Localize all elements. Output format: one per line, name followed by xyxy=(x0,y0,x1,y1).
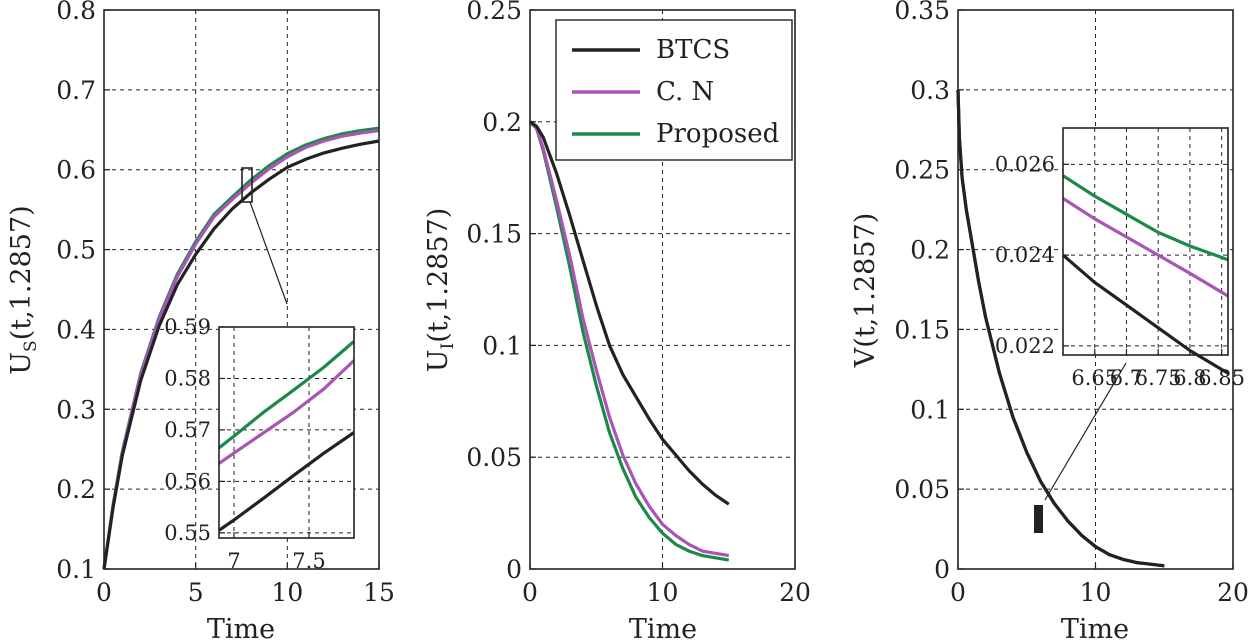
series-line-proposed xyxy=(218,340,356,450)
y-axis-label-sub: I xyxy=(438,343,458,350)
x-tick-label: 0 xyxy=(96,578,112,607)
x-axis-label: Time xyxy=(207,614,275,643)
y-tick-label: 0.15 xyxy=(894,315,950,344)
inset-background xyxy=(1063,128,1228,355)
y-axis-label-rest: (t,1.2857) xyxy=(6,205,37,340)
x-axis-label: Time xyxy=(1061,614,1129,643)
x-tick-label: 0 xyxy=(522,578,538,607)
y-axis-label: US(t,1.2857) xyxy=(6,205,41,374)
y-tick-label: 0.35 xyxy=(894,0,950,25)
x-tick-label: 6.75 xyxy=(1135,366,1182,390)
y-tick-label: 0.8 xyxy=(56,0,96,25)
legend-label-proposed: Proposed xyxy=(656,119,779,149)
y-axis-label: UI(t,1.2857) xyxy=(423,208,458,372)
x-tick-label: 10 xyxy=(1080,578,1112,607)
y-tick-label: 0.7 xyxy=(56,76,96,105)
y-tick-label: 0.25 xyxy=(894,156,950,185)
x-tick-label: 0 xyxy=(950,578,966,607)
y-tick-label: 0 xyxy=(506,555,522,584)
panel-v: 0 10 20 0 0.05 0.1 0.15 0.2 0.25 0.3 0.35 Time V(t… xyxy=(850,0,1249,643)
y-tick-label: 0.1 xyxy=(56,555,96,584)
series-line-c-n xyxy=(1062,197,1229,298)
y-tick-label: 0.2 xyxy=(56,475,96,504)
inset-v: 6.656.76.756.86.85 0.022 0.024 0.026 xyxy=(995,127,1245,390)
zoom-connector-line xyxy=(1044,362,1127,501)
y-tick-label: 0.2 xyxy=(482,108,522,137)
y-tick-label: 0.2 xyxy=(910,236,950,265)
zoom-region-marker xyxy=(241,167,253,203)
y-tick-label: 0.59 xyxy=(164,315,211,339)
y-tick-label: 0.56 xyxy=(164,469,211,493)
y-tick-label: 0.57 xyxy=(164,418,211,442)
series-line-btcs xyxy=(956,89,1165,568)
y-tick-label: 0.55 xyxy=(164,521,211,545)
y-tick-label: 0.05 xyxy=(894,475,950,504)
zoom-region-marker xyxy=(1034,505,1043,533)
y-tick-label: 0.1 xyxy=(910,395,950,424)
series-line-btcs xyxy=(529,120,730,506)
y-tick-label: 0.05 xyxy=(466,443,522,472)
x-tick-label: 6.7 xyxy=(1110,366,1143,390)
series-line-btcs xyxy=(218,431,355,532)
x-tick-label: 5 xyxy=(188,578,204,607)
x-tick-label: 15 xyxy=(363,578,395,607)
series-line-c-n xyxy=(218,359,356,465)
y-tick-label: 0.25 xyxy=(466,0,522,25)
y-tick-label: 0.026 xyxy=(995,152,1055,176)
x-tick-label: 20 xyxy=(779,578,811,607)
y-tick-label: 0.58 xyxy=(164,366,211,390)
panel-ui: 0 10 20 0 0.05 0.1 0.15 0.2 0.25 Time UI(t,1.285… xyxy=(423,0,811,643)
y-axis-label-rest: (t,1.2857) xyxy=(423,208,454,343)
zoom-connector-line xyxy=(249,201,288,305)
x-tick-label: 10 xyxy=(647,578,679,607)
y-tick-label: 0 xyxy=(934,555,950,584)
y-tick-label: 0.6 xyxy=(56,156,96,185)
y-tick-label: 0.15 xyxy=(466,220,522,249)
y-axis-label-main: U xyxy=(6,352,37,375)
y-tick-label: 0.3 xyxy=(56,395,96,424)
x-tick-label: 6.85 xyxy=(1198,366,1245,390)
series-line-c-n xyxy=(528,120,730,558)
series-line-btcs xyxy=(102,139,380,570)
inset-us: 7 7.5 0.55 0.56 0.57 0.58 0.59 xyxy=(164,315,356,573)
y-tick-label: 0.4 xyxy=(56,315,96,344)
legend-label-cn: C. N xyxy=(656,77,714,107)
x-tick-label: 10 xyxy=(271,578,303,607)
y-tick-label: 0.024 xyxy=(995,243,1055,267)
x-tick-label: 6.8 xyxy=(1173,366,1206,390)
plot-frame xyxy=(103,9,380,570)
panel-us: 0 5 10 15 0.1 0.2 0.3 0.4 0.5 0.6 0.7 0.8 Time US(t… xyxy=(6,0,395,643)
x-tick-label: 7 xyxy=(227,549,240,573)
y-axis-label: V(t,1.2857) xyxy=(850,213,881,368)
series-line-proposed xyxy=(1062,174,1229,262)
x-tick-label: 7.5 xyxy=(292,549,325,573)
legend-label-btcs: BTCS xyxy=(656,35,730,65)
inset-frame xyxy=(218,326,355,539)
y-tick-label: 0.5 xyxy=(56,236,96,265)
y-tick-label: 0.1 xyxy=(482,331,522,360)
x-axis-label: Time xyxy=(629,614,697,643)
inset-frame xyxy=(1062,127,1229,356)
y-axis-label-sub: S xyxy=(21,340,41,352)
y-axis-label-main: U xyxy=(423,349,454,372)
x-tick-label: 20 xyxy=(1217,578,1249,607)
legend-box xyxy=(555,19,793,161)
legend: BTCS C. N Proposed xyxy=(555,19,793,161)
y-tick-label: 0.022 xyxy=(995,334,1055,358)
x-tick-label: 6.65 xyxy=(1071,366,1118,390)
y-tick-label: 0.3 xyxy=(910,76,950,105)
